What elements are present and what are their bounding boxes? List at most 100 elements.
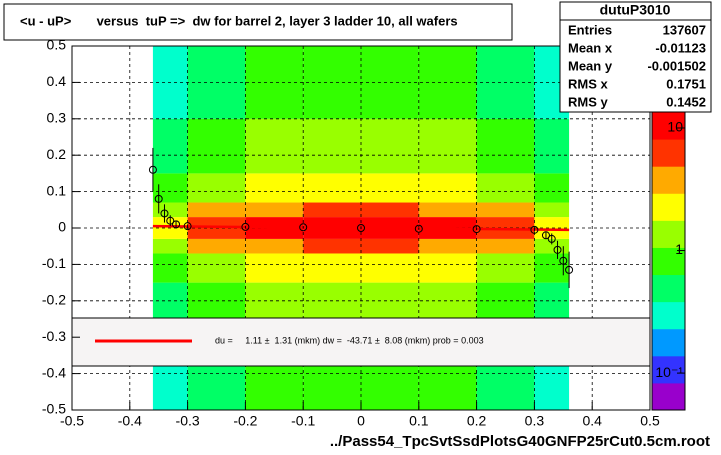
stats-value: 137607: [663, 22, 706, 37]
heatmap-cell: [245, 238, 304, 254]
heatmap-cell: [152, 118, 188, 174]
heatmap-cell: [534, 253, 570, 283]
heatmap-cell: [245, 173, 304, 203]
profile-point: [154, 194, 163, 203]
heatmap-cell: [476, 118, 535, 174]
heatmap-cell: [418, 173, 477, 203]
heatmap-cell: [534, 238, 570, 254]
colorbar-band: [652, 328, 685, 357]
colorbar-band: [652, 112, 685, 140]
heatmap-cell: [303, 118, 361, 174]
x-tick-label: 0.3: [525, 413, 545, 429]
z-tick-label: 10⁻¹: [655, 364, 683, 380]
stats-label: Mean y: [568, 58, 613, 73]
colorbar-band: [652, 274, 685, 303]
x-tick-label: -0.4: [118, 413, 142, 429]
x-tick-label: 0: [357, 413, 365, 429]
profile-point: [541, 231, 550, 240]
heatmap-cell: [152, 253, 188, 283]
z-tick-label: 10: [667, 119, 683, 135]
heatmap-cell: [418, 253, 477, 283]
heatmap-cell: [361, 173, 419, 203]
heatmap-cell: [187, 253, 246, 283]
heatmap-cell: [303, 238, 361, 254]
x-tick-label: -0.3: [176, 413, 200, 429]
chart-title: <u - uP> versus tuP => dw for barrel 2, …: [20, 13, 458, 28]
colorbar-band: [652, 166, 685, 194]
profile-point: [547, 234, 556, 243]
plot-area: [71, 45, 651, 411]
profile-point: [472, 225, 481, 234]
stats-value: 0.1751: [666, 76, 706, 91]
profile-point: [299, 223, 308, 232]
x-tick-label: 0.2: [467, 413, 487, 429]
heatmap-cell: [152, 238, 188, 254]
heatmap-cell: [361, 253, 419, 283]
heatmap-cell: [303, 202, 361, 218]
profile-point: [530, 225, 539, 234]
y-tick-label: -0.3: [42, 328, 66, 344]
y-tick-label: 0.4: [47, 73, 67, 89]
heatmap-cell: [152, 173, 188, 203]
profile-point: [172, 220, 181, 229]
heatmap-cell: [418, 202, 477, 218]
heatmap-cell: [534, 118, 570, 174]
heatmap-cell: [245, 46, 304, 119]
y-tick-label: 0.2: [47, 146, 67, 162]
profile-point: [414, 224, 423, 233]
y-tick-label: 0.3: [47, 110, 67, 126]
heatmap-cell: [476, 253, 535, 283]
x-tick-label: -0.5: [60, 413, 84, 429]
heatmap-cell: [245, 202, 304, 218]
y-tick-label: 0.1: [47, 182, 67, 198]
colorbar-band: [652, 193, 685, 221]
stats-label: RMS y: [568, 94, 609, 109]
heatmap-cell: [245, 118, 304, 174]
colorbar-band: [652, 139, 685, 167]
colorbar-band: [652, 355, 685, 384]
stats-label: Entries: [568, 22, 612, 37]
heatmap-cell: [245, 253, 304, 283]
profile-point: [183, 222, 192, 231]
heatmap-cell: [476, 202, 535, 218]
colorbar-band: [652, 247, 685, 276]
heatmap-cell: [361, 202, 419, 218]
colorbar-band: [652, 301, 685, 330]
profile-point: [553, 245, 562, 254]
colorbar-band: [652, 220, 685, 248]
profile-point: [148, 165, 157, 174]
heatmap-cell: [418, 238, 477, 254]
y-tick-label: -0.2: [42, 292, 66, 308]
profile-point: [357, 224, 365, 232]
x-tick-label: -0.1: [291, 413, 315, 429]
stats-value: -0.01123: [655, 40, 706, 55]
legend-text: du = 1.11 ± 1.31 (mkm) dw = -43.71 ± 8.0…: [215, 335, 484, 345]
heatmap-cell: [534, 173, 570, 203]
profile-point: [160, 209, 169, 218]
heatmap-cell: [187, 118, 246, 174]
heatmap-cell: [187, 238, 246, 254]
stats-label: RMS x: [568, 76, 609, 91]
y-tick-label: -0.5: [42, 401, 66, 417]
y-tick-label: -0.1: [42, 255, 66, 271]
heatmap-cell: [187, 173, 246, 203]
heatmap-cell: [361, 118, 419, 174]
colorbar-frame: [651, 111, 686, 411]
heatmap-cell: [361, 238, 419, 254]
profile-point: [241, 222, 250, 231]
stats-value: -0.001502: [647, 58, 706, 73]
colorbar-band: [652, 382, 685, 411]
x-tick-label: 0.4: [582, 413, 602, 429]
heatmap-cell: [152, 202, 188, 218]
stats-label: Mean x: [568, 40, 613, 55]
y-tick-label: 0: [58, 219, 66, 235]
x-tick-label: 0.1: [409, 413, 429, 429]
y-tick-label: -0.4: [42, 364, 66, 380]
x-tick-label: -0.2: [233, 413, 257, 429]
heatmap-cell: [418, 118, 477, 174]
heatmap-cell: [303, 173, 361, 203]
x-tick-label: 0.5: [640, 413, 660, 429]
profile-point: [559, 256, 568, 265]
profile-point: [565, 265, 574, 274]
